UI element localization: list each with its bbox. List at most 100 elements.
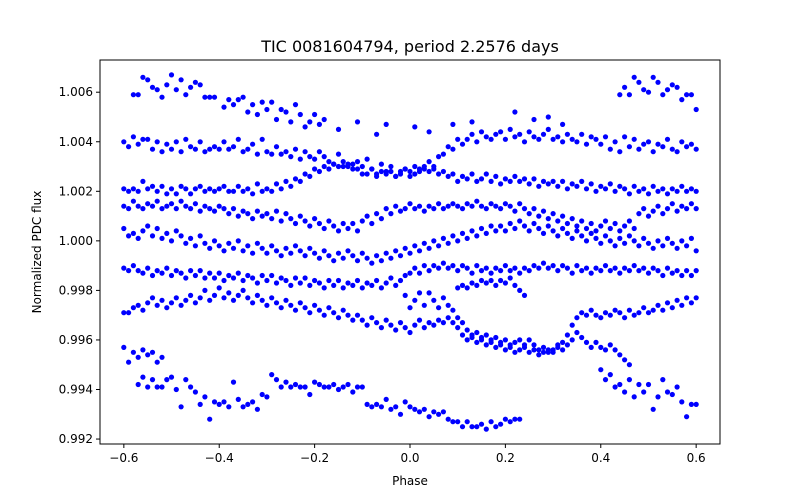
data-point	[622, 315, 628, 321]
data-point	[560, 178, 566, 184]
data-point	[354, 166, 361, 172]
data-point	[684, 92, 690, 98]
data-point	[292, 243, 299, 249]
data-point	[579, 268, 585, 274]
data-point	[493, 334, 499, 341]
data-point	[211, 94, 218, 100]
data-point	[622, 84, 628, 90]
data-point	[326, 277, 332, 284]
data-point	[359, 384, 365, 390]
data-point	[598, 240, 604, 246]
data-point	[388, 406, 394, 412]
data-point	[145, 265, 151, 271]
data-point	[340, 163, 346, 170]
data-point	[130, 134, 136, 140]
data-point	[607, 268, 613, 274]
data-point	[188, 144, 194, 150]
data-point	[407, 168, 413, 175]
data-point	[531, 206, 537, 212]
data-point	[464, 337, 470, 343]
data-point	[245, 186, 251, 192]
data-point	[579, 131, 585, 137]
data-point	[426, 168, 432, 175]
data-point	[154, 87, 160, 93]
data-point	[207, 416, 213, 422]
data-point	[431, 238, 437, 244]
data-point	[650, 265, 656, 271]
data-point	[240, 248, 246, 254]
data-point	[526, 349, 532, 355]
data-point	[617, 310, 623, 316]
data-point	[202, 275, 208, 281]
data-point	[221, 295, 227, 301]
data-point	[135, 188, 141, 194]
data-point	[455, 238, 461, 244]
data-point	[612, 307, 618, 313]
data-point	[626, 92, 633, 98]
data-point	[645, 310, 652, 316]
data-point	[121, 186, 127, 192]
data-point	[602, 347, 609, 353]
data-point	[455, 268, 461, 274]
data-point	[631, 225, 637, 232]
data-point	[192, 186, 198, 192]
data-point	[636, 268, 642, 274]
data-point	[183, 240, 189, 246]
data-point	[254, 208, 260, 214]
data-point	[135, 141, 141, 147]
data-point	[416, 166, 423, 172]
data-point	[297, 384, 303, 390]
data-point	[221, 399, 227, 405]
data-point	[526, 337, 532, 343]
data-point	[493, 228, 499, 234]
data-point	[550, 211, 556, 217]
data-point	[693, 268, 699, 274]
data-point	[521, 223, 528, 229]
data-point	[126, 188, 132, 194]
data-point	[641, 186, 647, 192]
data-point	[230, 275, 237, 281]
data-point	[560, 347, 566, 353]
data-point	[478, 203, 485, 209]
data-point	[650, 149, 656, 155]
data-point	[483, 342, 489, 348]
data-point	[464, 176, 470, 182]
data-point	[569, 322, 575, 328]
data-point	[631, 263, 637, 269]
data-point	[459, 424, 466, 430]
data-point	[345, 225, 351, 232]
data-point	[269, 151, 275, 157]
data-point	[226, 146, 232, 152]
data-point	[345, 312, 351, 318]
data-point	[660, 272, 666, 279]
data-point	[655, 268, 661, 274]
data-point	[250, 216, 256, 222]
data-point	[622, 357, 628, 363]
data-point	[264, 186, 270, 192]
data-point	[159, 384, 165, 390]
data-point	[340, 220, 346, 227]
data-point	[145, 136, 151, 142]
data-point	[436, 265, 442, 271]
data-point	[588, 270, 594, 276]
data-point	[316, 381, 322, 388]
data-point	[312, 166, 318, 172]
data-point	[173, 87, 179, 93]
data-point	[331, 161, 337, 167]
data-point	[474, 233, 480, 239]
data-point	[478, 277, 485, 284]
data-point	[517, 218, 523, 224]
data-point	[693, 106, 699, 113]
data-point	[273, 280, 280, 286]
data-point	[345, 381, 351, 388]
data-point	[426, 159, 432, 165]
data-point	[536, 183, 542, 189]
data-point	[617, 149, 623, 155]
data-point	[283, 245, 289, 251]
data-point	[440, 260, 446, 266]
data-point	[436, 201, 442, 207]
data-point	[216, 146, 222, 152]
data-point	[192, 79, 198, 85]
data-point	[459, 263, 466, 269]
data-point	[269, 216, 275, 222]
